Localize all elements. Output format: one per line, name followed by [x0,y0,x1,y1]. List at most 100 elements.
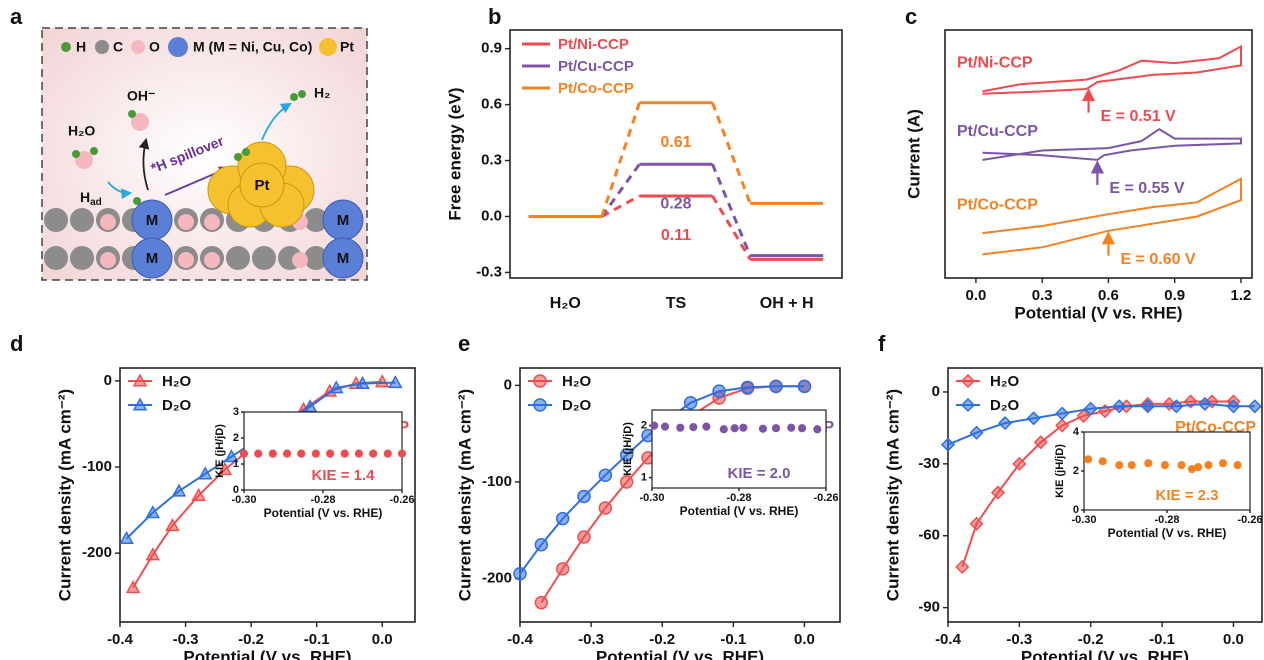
x-tick-label: 0.0 [965,287,986,304]
marker [940,437,956,452]
x-tick-label: -0.3 [578,631,604,648]
atom-h [128,110,136,118]
kie-point [650,421,659,430]
kie-point [730,424,739,433]
atom-o [100,214,116,230]
kie-point [383,449,392,458]
y-tick-label: 0 [1073,504,1079,516]
legend-pt [319,38,337,56]
kie-point [739,423,748,432]
atom-o [204,252,220,268]
plot-frame [119,367,416,623]
panel-label: b [488,4,501,29]
kie-point [813,425,822,434]
y-tick-label: 2 [1073,465,1079,477]
atom-m [131,237,173,279]
y-tick-label: 3 [233,406,239,418]
marker [955,559,970,574]
kie-label: KIE = 1.4 [312,467,376,484]
y-tick-label: 2 [233,432,239,444]
kie-point [1160,461,1170,470]
h-base: H [80,189,90,205]
atom-o [178,252,194,268]
y-tick-label: 1 [641,472,647,484]
value-label: 0.11 [661,227,691,244]
x-tick-label: -0.2 [1078,631,1104,648]
y-tick-label: 2 [641,420,647,432]
atom-h [234,153,242,161]
marker [619,475,634,489]
x-tick-label: -0.3 [173,631,199,648]
atom-c [70,246,94,270]
connector [711,102,752,204]
x-tick-label: -0.28 [1154,514,1179,526]
marker [1140,399,1155,414]
arrow [261,102,292,141]
marker [132,373,148,387]
marker [577,530,591,544]
peak-label: E = 0.60 V [1120,251,1195,268]
connector [711,163,752,257]
marker [119,530,134,545]
plot-frame [519,367,841,623]
arrow [107,181,133,200]
marker [1169,399,1184,414]
marker [598,501,613,515]
peak-label: E = 0.55 V [1109,180,1184,197]
panel-label: a [10,4,23,29]
metal-label: M [337,250,350,267]
marker [534,537,549,552]
species-label: H₂O [68,123,95,139]
legend-label: Pt/Co-CCP [558,80,634,97]
kie-point [1084,455,1093,464]
kie-point [239,449,249,458]
marker [740,380,755,395]
marker [132,397,148,411]
marker [619,448,634,462]
marker [1055,418,1070,433]
marker [329,380,344,394]
marker [712,384,726,398]
schematic: M M M M H C O M (M = Ni, Cu, Co) Pt OH⁻ H₂O… [41,27,368,281]
x-tick-label: 0.0 [372,631,393,648]
x-tick-label: -0.26 [389,494,414,506]
y-tick-label: 0.6 [481,96,502,113]
y-tick-label: 0 [932,383,940,400]
h-sub: ad [90,197,102,208]
pt-atom [239,162,285,208]
kie-point [397,449,407,458]
marker [969,516,984,531]
marker [145,547,161,561]
value-label: 0.28 [660,195,691,212]
legend-label: H₂O [990,373,1019,390]
kie-point [268,449,277,458]
y-axis-label: KIE (jH/jD) [214,424,226,478]
x-tick-label: 0.3 [1032,287,1053,304]
legend-text: M (M = Ni, Cu, Co) [193,39,312,55]
atom-o [292,252,308,268]
kie-point [1204,461,1213,470]
marker [1247,399,1262,414]
legend-label: Pt/Ni-CCP [558,36,629,53]
marker [1112,399,1127,414]
marker [224,449,239,463]
cv-curve [982,44,1242,95]
peak-label: E = 0.51 V [1101,108,1176,125]
marker [217,462,233,476]
atom-o [204,214,220,230]
legend-label: D₂O [990,397,1019,414]
marker [171,483,187,497]
marker [533,374,547,388]
legend-h [61,42,71,52]
kie-point [787,423,796,432]
kie-point [771,424,781,433]
x-tick-label: -0.2 [238,631,264,648]
marker [555,511,570,526]
x-tick-label: -0.28 [726,492,751,504]
atom-c [226,246,250,270]
kie-point [340,449,349,458]
kie-point [326,449,335,458]
y-tick-label: -100 [82,458,112,475]
atom-c [44,208,68,232]
